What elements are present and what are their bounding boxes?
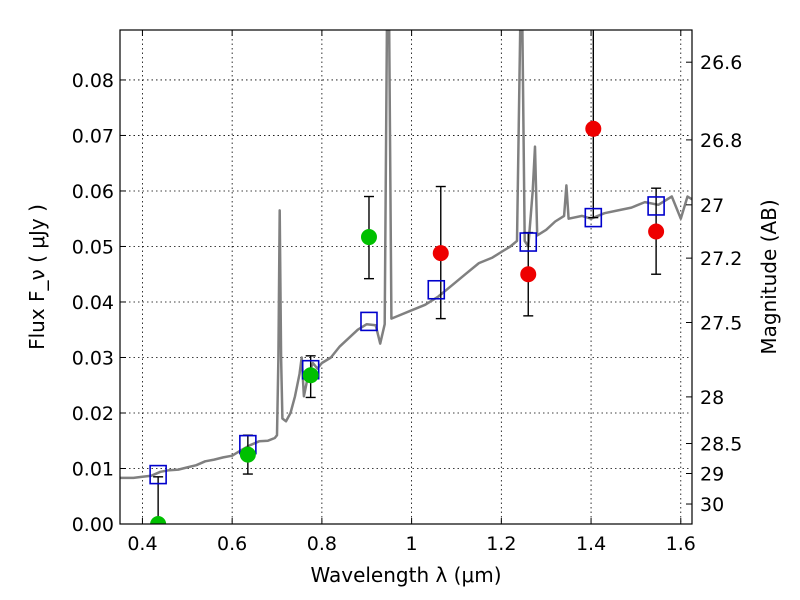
- green-flux-point: [239, 446, 256, 463]
- y2-tick-label: 27.5: [700, 313, 742, 335]
- x-tick-label: 0.4: [127, 533, 157, 555]
- red-flux-point: [520, 266, 537, 283]
- x-tick-label: 1.4: [576, 533, 606, 555]
- x-tick-label: 1.2: [486, 533, 516, 555]
- y-tick-label: 0.08: [72, 70, 114, 92]
- axes: 0.4 0.6 0.8 1 1.2 1.4 1.6 0.00 0.01 0.02 0.03 0.04 0…: [72, 30, 742, 555]
- green-flux-point: [360, 229, 377, 246]
- y-tick-label: 0.02: [72, 403, 114, 425]
- model-photometry-square: [584, 207, 603, 228]
- x-tick-label: 0.6: [217, 533, 247, 555]
- red-flux-point: [648, 223, 665, 240]
- y-tick-label: 0.04: [72, 292, 114, 314]
- model-photometry-square: [149, 464, 167, 485]
- y-tick-label: 0.00: [72, 514, 114, 536]
- x-tick-label: 1: [406, 533, 418, 555]
- red-flux-point: [585, 120, 602, 137]
- grid: [120, 30, 692, 525]
- y2-tick-label: 30: [700, 494, 724, 516]
- y-tick-label: 0.06: [72, 181, 114, 203]
- y-tick-label: 0.07: [72, 125, 114, 147]
- x-tick-label: 0.8: [307, 533, 337, 555]
- red-flux-point: [432, 245, 449, 262]
- y2-tick-label: 26.6: [700, 52, 742, 74]
- model-photometry-square: [519, 232, 538, 252]
- model-photometry-square: [647, 196, 665, 216]
- green-flux-point: [302, 367, 319, 384]
- y2-axis-label: Magnitude (AB): [757, 199, 781, 354]
- plot-frame: [119, 29, 693, 525]
- model-spectrum-line: [120, 30, 692, 480]
- y2-tick-label: 28: [700, 387, 724, 409]
- plot-area: [120, 30, 692, 524]
- y2-tick-label: 29: [700, 463, 724, 485]
- y-tick-label: 0.05: [72, 236, 114, 258]
- y-tick-label: 0.03: [72, 347, 114, 369]
- y-tick-label: 0.01: [72, 458, 114, 480]
- y2-tick-label: 27: [700, 195, 724, 217]
- y2-tick-label: 27.2: [700, 248, 742, 270]
- y2-tick-label: 26.8: [700, 130, 742, 152]
- y-axis-label: Flux F_ν ( μJy ): [25, 204, 49, 350]
- model-photometry-square: [360, 311, 378, 332]
- x-axis-label: Wavelength λ (μm): [310, 563, 501, 587]
- y2-tick-label: 28.5: [700, 434, 742, 456]
- model-photometry-square: [427, 279, 446, 300]
- x-tick-label: 1.6: [666, 533, 696, 555]
- green-flux-point: [150, 516, 167, 524]
